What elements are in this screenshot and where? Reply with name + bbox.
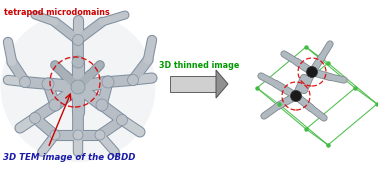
Circle shape (73, 130, 83, 140)
Circle shape (72, 56, 84, 68)
Bar (170, 76, 216, 92)
Circle shape (96, 99, 108, 111)
Ellipse shape (0, 12, 155, 162)
Circle shape (29, 113, 40, 123)
Text: tetrapod microdomains: tetrapod microdomains (4, 8, 110, 17)
Circle shape (71, 80, 85, 94)
Circle shape (116, 115, 127, 125)
Circle shape (95, 130, 105, 140)
Polygon shape (216, 70, 228, 98)
Circle shape (307, 66, 318, 78)
Circle shape (20, 76, 31, 88)
Circle shape (49, 99, 61, 111)
Circle shape (102, 76, 114, 88)
Circle shape (50, 130, 60, 140)
Text: 3D thinned image: 3D thinned image (159, 61, 239, 70)
Circle shape (73, 35, 84, 46)
Circle shape (42, 78, 54, 90)
Text: 3D TEM image of the OBDD: 3D TEM image of the OBDD (3, 153, 135, 162)
Circle shape (127, 74, 138, 86)
Circle shape (291, 90, 302, 101)
